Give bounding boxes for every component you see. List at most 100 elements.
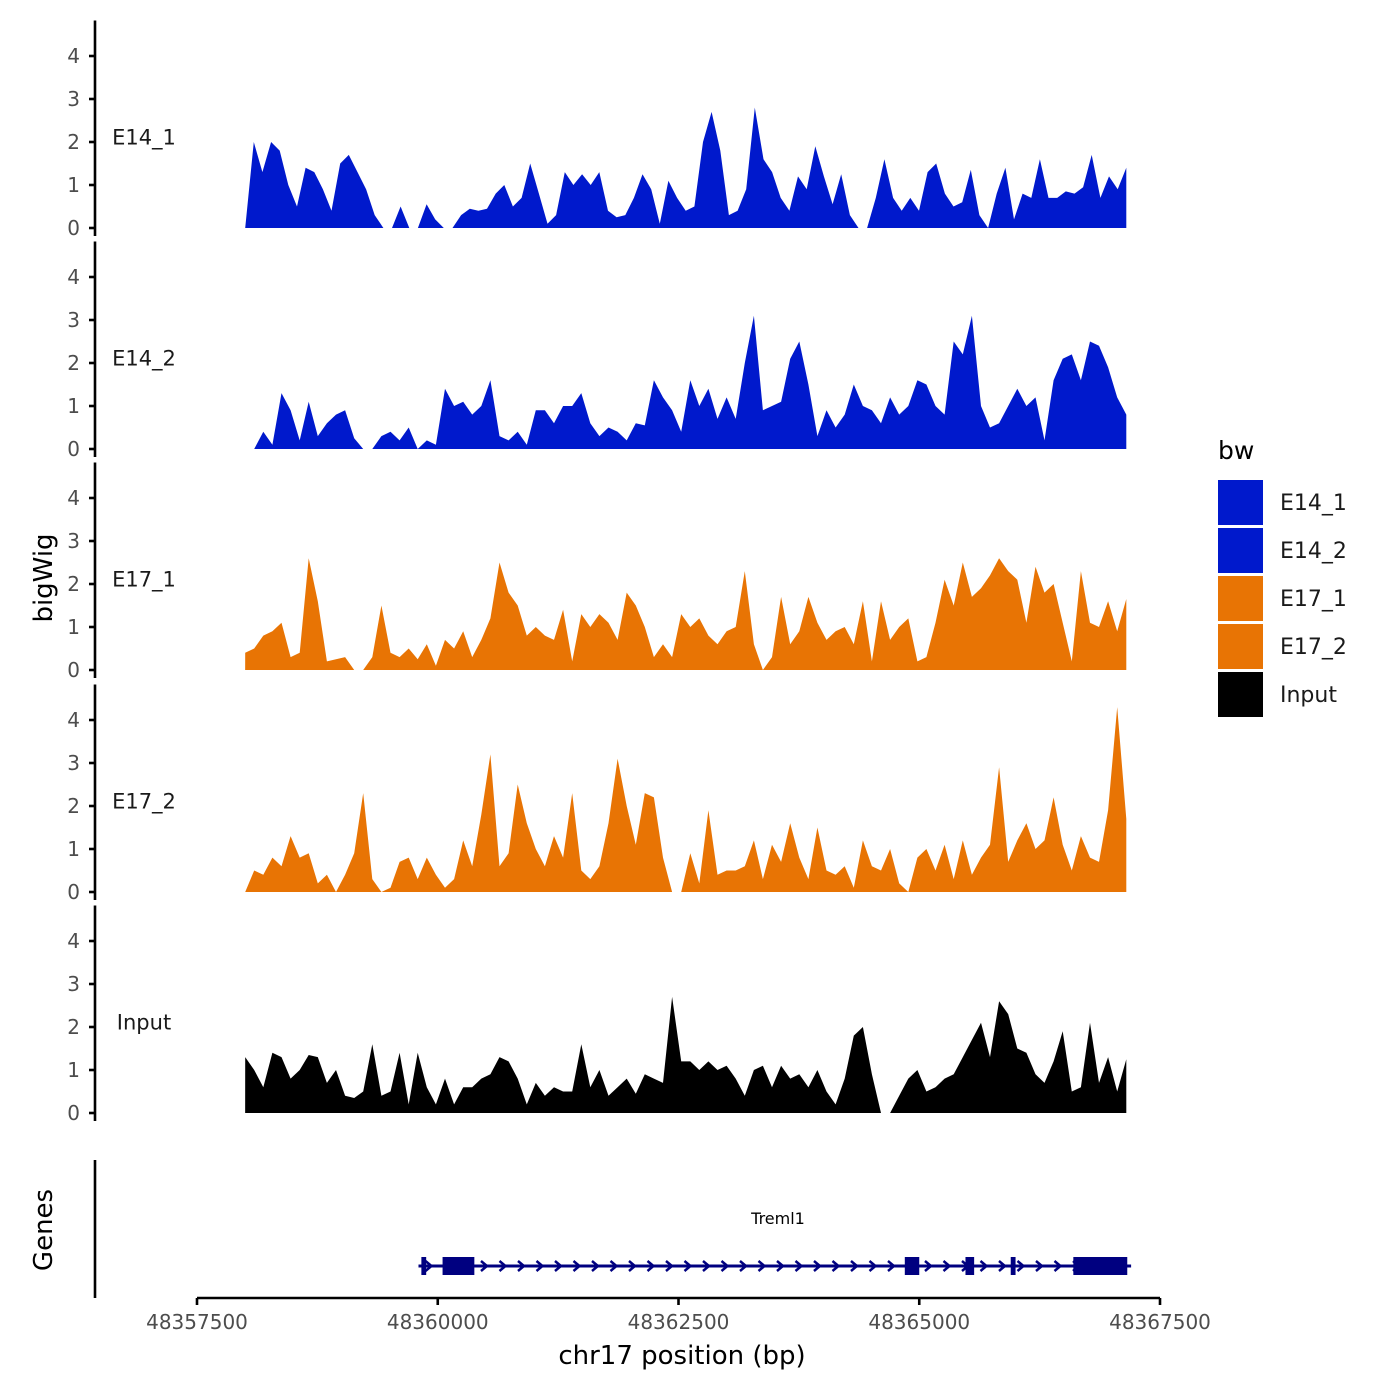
strand-arrow xyxy=(998,1260,1007,1272)
y-tick-label: 3 xyxy=(67,751,80,775)
x-axis: 48357500 48360000 48362500 48365000 48367500 xyxy=(146,1296,1211,1334)
legend-label: E14_1 xyxy=(1280,491,1347,516)
legend-swatch-E17_2 xyxy=(1218,624,1263,669)
track-E17_1: 0 1 2 3 4 E17_1 xyxy=(67,462,1127,682)
track-label: E17_1 xyxy=(112,568,176,593)
strand-arrow xyxy=(480,1260,489,1272)
strand-arrow xyxy=(1035,1260,1044,1272)
y-tick-label: 0 xyxy=(67,216,80,240)
strand-arrow xyxy=(776,1260,785,1272)
y-tick-label: 2 xyxy=(67,1015,80,1039)
strand-arrow xyxy=(924,1260,933,1272)
strand-arrow xyxy=(887,1260,896,1272)
strand-arrow xyxy=(683,1260,693,1272)
strand-arrow xyxy=(665,1260,674,1272)
y-axis-title: bigWig xyxy=(29,533,59,622)
track-label: E17_2 xyxy=(112,790,176,815)
area-E14_2 xyxy=(245,315,1127,449)
x-tick-label: 48367500 xyxy=(1109,1310,1211,1334)
strand-arrow xyxy=(979,1260,989,1272)
track-E14_1: 0 1 2 3 4 E14_1 xyxy=(67,20,1127,240)
y-tick-label: 3 xyxy=(67,87,80,111)
strand-arrow xyxy=(498,1260,508,1272)
track-label: E14_1 xyxy=(112,126,176,151)
strand-arrow xyxy=(1016,1260,1026,1272)
strand-arrow xyxy=(572,1260,582,1272)
bigwig-tracks: 0 1 2 3 4 E14_1 0 1 2 3 4 E14_2 0 1 2 3 4 E17_1 0 1 2 3 4 E17_2… xyxy=(67,20,1127,1125)
gene-exon xyxy=(965,1257,975,1275)
y-tick-label: 2 xyxy=(67,351,80,375)
strand-arrow xyxy=(609,1260,619,1272)
y-tick-label: 0 xyxy=(67,880,80,904)
legend-title: bw xyxy=(1218,436,1254,465)
strand-arrow xyxy=(794,1260,804,1272)
y-tick-label: 1 xyxy=(67,173,80,197)
y-tick-label: 4 xyxy=(67,708,80,732)
gene-track: Treml1 xyxy=(93,1160,1132,1298)
area-E17_2 xyxy=(245,707,1127,892)
strand-arrow xyxy=(868,1260,878,1272)
strand-arrow xyxy=(591,1260,600,1272)
area-Input xyxy=(245,996,1127,1113)
strand-arrow xyxy=(554,1260,563,1272)
x-tick-label: 48360000 xyxy=(387,1310,489,1334)
y-tick-label: 2 xyxy=(67,572,80,596)
legend-label: Input xyxy=(1280,683,1337,708)
x-tick-label: 48357500 xyxy=(146,1310,248,1334)
strand-arrow xyxy=(628,1260,637,1272)
strand-arrow xyxy=(720,1260,730,1272)
strand-arrow xyxy=(646,1260,656,1272)
genes-axis-title: Genes xyxy=(29,1189,59,1271)
gene-name-label: Treml1 xyxy=(750,1209,805,1228)
legend-swatch-Input xyxy=(1218,672,1263,717)
legend-swatch-E17_1 xyxy=(1218,576,1263,621)
strand-arrow xyxy=(702,1260,711,1272)
strand-arrow xyxy=(942,1260,952,1272)
strand-arrow xyxy=(739,1260,748,1272)
legend-swatch-E14_1 xyxy=(1218,480,1263,525)
gene-exon xyxy=(904,1257,920,1275)
y-tick-label: 1 xyxy=(67,1058,80,1082)
x-axis-title: chr17 position (bp) xyxy=(558,1341,805,1371)
gene-exon xyxy=(442,1257,475,1275)
strand-arrow xyxy=(517,1260,526,1272)
y-tick-label: 1 xyxy=(67,615,80,639)
track-label: Input xyxy=(117,1011,171,1035)
gene-exon xyxy=(421,1257,427,1275)
x-tick-label: 48365000 xyxy=(868,1310,970,1334)
legend-label: E17_1 xyxy=(1280,587,1347,612)
y-tick-label: 4 xyxy=(67,265,80,289)
area-E14_1 xyxy=(245,107,1127,228)
y-tick-label: 0 xyxy=(67,1101,80,1125)
strand-arrow xyxy=(831,1260,841,1272)
legend-swatch-E14_2 xyxy=(1218,528,1263,573)
y-tick-label: 1 xyxy=(67,394,80,418)
gene-exon xyxy=(1073,1257,1128,1275)
y-tick-label: 1 xyxy=(67,837,80,861)
strand-arrow xyxy=(424,1260,434,1272)
y-tick-label: 3 xyxy=(67,308,80,332)
y-tick-label: 0 xyxy=(67,437,80,461)
area-E17_1 xyxy=(245,558,1127,670)
track-E14_2: 0 1 2 3 4 E14_2 xyxy=(67,241,1127,461)
y-tick-label: 3 xyxy=(67,972,80,996)
strand-arrow xyxy=(813,1260,822,1272)
y-tick-label: 2 xyxy=(67,130,80,154)
legend-label: E14_2 xyxy=(1280,539,1347,564)
y-tick-label: 4 xyxy=(67,486,80,510)
y-tick-label: 3 xyxy=(67,529,80,553)
strand-arrow xyxy=(850,1260,859,1272)
track-E17_2: 0 1 2 3 4 E17_2 xyxy=(67,684,1127,904)
legend-label: E17_2 xyxy=(1280,635,1347,660)
track-Input: 0 1 2 3 4 Input xyxy=(67,905,1127,1125)
y-tick-label: 4 xyxy=(67,44,80,68)
y-tick-label: 2 xyxy=(67,794,80,818)
strand-arrow xyxy=(1053,1260,1063,1272)
x-tick-label: 48362500 xyxy=(628,1310,730,1334)
strand-arrow xyxy=(757,1260,767,1272)
legend: bw E14_1 E14_2 E17_1 E17_2 Input xyxy=(1218,436,1347,717)
strand-arrow xyxy=(535,1260,545,1272)
y-tick-label: 0 xyxy=(67,658,80,682)
y-tick-label: 4 xyxy=(67,929,80,953)
